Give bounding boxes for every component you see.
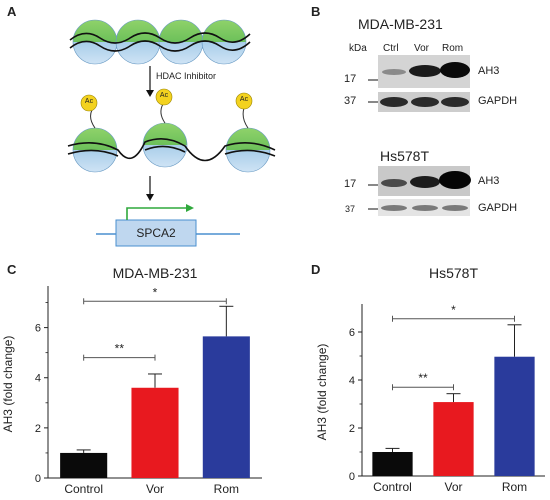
panel-a-letter: A [7,4,17,19]
y-tick-label: 6 [349,327,355,339]
panel-a-schematic [67,19,276,247]
x-tick-label: Control [373,480,412,494]
blot-2-protein-ah3: AH3 [478,175,500,187]
bar-rom [202,336,250,478]
chart-title: Hs578T [429,265,478,281]
y-tick-label: 2 [349,423,355,435]
x-tick-label: Vor [444,480,462,494]
y-axis-label: AH3 (fold change) [315,344,329,441]
blot-1-protein-ah3: AH3 [478,65,500,77]
blot-2-protein-gapdh: GAPDH [478,202,518,214]
blot-images [378,55,471,216]
blot-1-title: MDA-MB-231 [358,16,443,32]
compact-chromatin [69,19,251,65]
y-tick-label: 4 [35,373,41,385]
blot-1-protein-gapdh: GAPDH [478,95,518,107]
significance-label: ** [115,342,125,356]
x-tick-label: Control [64,482,103,496]
acetyl-label-1: Ac [84,98,94,105]
y-tick-label: 2 [35,423,41,435]
y-tick-label: 6 [35,323,41,335]
panel-d-letter: D [311,262,321,277]
chart-c: MDA-MB-231 AH3 (fold change) 0 2 4 6 Control Vo… [1,265,262,496]
bar-vor [433,402,474,476]
acetyl-label-2: Ac [159,92,169,99]
open-chromatin [67,88,276,173]
y-tick-label: 4 [349,375,355,387]
gene-label: SPCA2 [136,226,176,240]
x-tick-label: Rom [502,480,527,494]
x-tick-label: Rom [214,482,239,496]
blot-2-marker-37: 37 [345,204,356,214]
lane-ctrl: Ctrl [383,43,399,54]
marker-ticks [368,79,378,210]
chart-d: Hs578T AH3 (fold change) 0 2 4 6 Control Vor Rom… [315,265,545,494]
y-tick-label: 0 [35,473,41,485]
significance-label: * [451,303,456,317]
bar-vor [131,387,179,478]
bar-rom [494,356,535,476]
kda-label: kDa [349,43,367,54]
blot-2-marker-17: 17 [344,178,357,190]
blot-1-marker-37: 37 [344,95,357,107]
acetyl-label-3: Ac [239,96,249,103]
y-axis-label: AH3 (fold change) [1,336,15,433]
lane-rom: Rom [442,43,464,54]
x-tick-label: Vor [146,482,164,496]
lane-vor: Vor [414,43,430,54]
blot-1-marker-17: 17 [344,73,357,85]
blot-2-title: Hs578T [380,148,430,164]
bar-control [60,452,108,478]
y-tick-label: 0 [349,471,355,483]
bar-control [372,452,413,476]
treatment-label: HDAC Inhibitor [156,71,217,81]
panel-b-letter: B [311,4,321,19]
significance-label: * [153,285,158,299]
panel-c-letter: C [7,262,17,277]
significance-label: ** [418,371,428,385]
chart-title: MDA-MB-231 [113,265,198,281]
